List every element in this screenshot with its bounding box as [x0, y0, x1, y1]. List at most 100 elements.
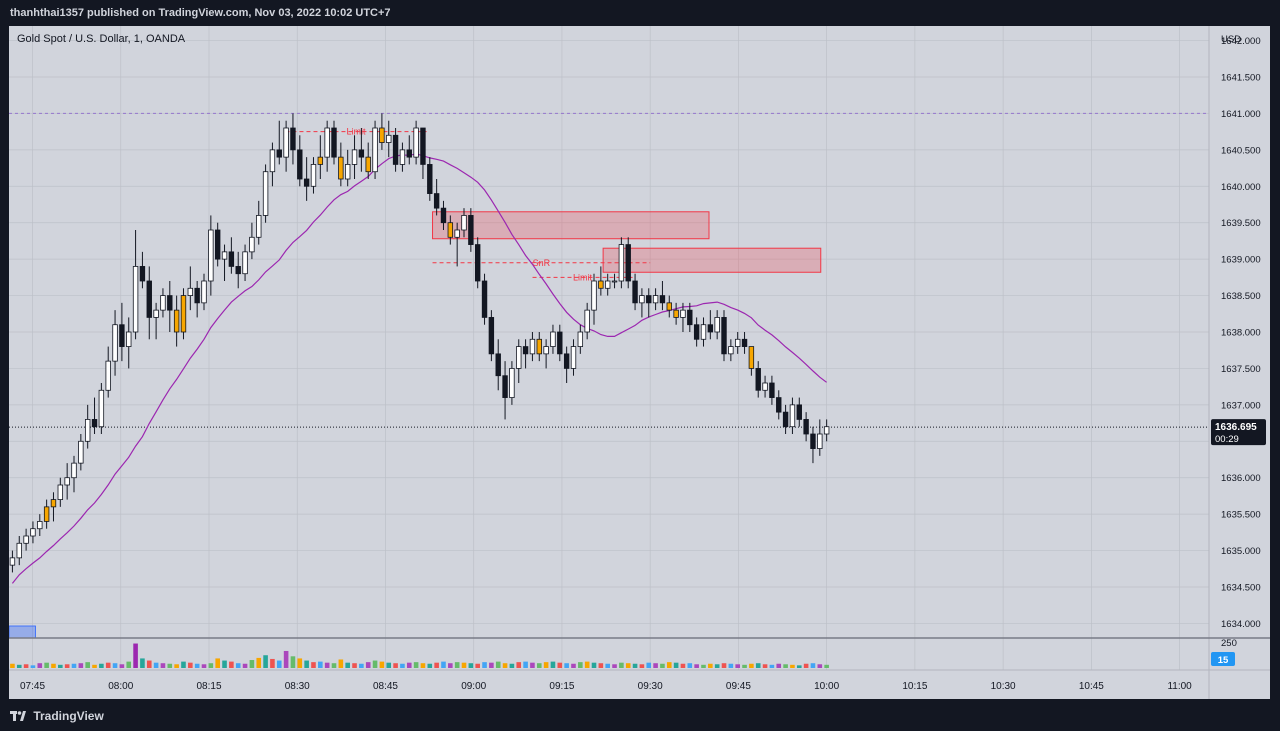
- chart-background: [9, 26, 1270, 699]
- volume-bar: [208, 663, 214, 668]
- volume-bar: [495, 661, 501, 668]
- candle-body: [646, 295, 652, 304]
- candle-body: [413, 127, 419, 158]
- supply-zone: [602, 247, 822, 273]
- candle-body: [611, 280, 618, 283]
- volume-bar: [359, 663, 364, 668]
- candle-body: [173, 309, 180, 333]
- publish-info: thanhthai1357 published on TradingView.c…: [10, 7, 391, 19]
- candle-body: [310, 164, 317, 187]
- volume-bar: [509, 663, 515, 668]
- candle-body: [276, 149, 282, 158]
- y-tick-label: 1639.000: [1221, 255, 1261, 266]
- volume-bar: [37, 663, 43, 668]
- candle-body: [317, 156, 324, 165]
- candle-body: [687, 309, 693, 326]
- candle-body: [194, 287, 200, 304]
- candle-body: [700, 324, 707, 340]
- volume-bar: [85, 662, 90, 668]
- sma-layer: [11, 153, 827, 584]
- volume-bar: [502, 663, 508, 668]
- volume-bar: [441, 661, 446, 668]
- volume-bar: [78, 663, 84, 668]
- volume-bar: [680, 663, 686, 668]
- candle-body: [365, 156, 371, 173]
- candle-body: [769, 382, 775, 398]
- volume-bar: [550, 661, 556, 668]
- candle-body: [283, 127, 289, 158]
- candle-body: [577, 331, 584, 347]
- candle-body: [64, 477, 70, 486]
- volume-axis-label: 250: [1221, 638, 1237, 649]
- symbol-title: Gold Spot / U.S. Dollar, 1, OANDA: [17, 33, 186, 45]
- volume-bar: [188, 662, 193, 668]
- candles: [9, 113, 830, 573]
- candle-body: [509, 368, 515, 398]
- volume-bar: [810, 663, 816, 668]
- candle-body: [406, 149, 412, 158]
- candle-body: [30, 528, 36, 537]
- candle-body: [625, 244, 631, 282]
- candle-body: [297, 149, 303, 180]
- candle-body: [399, 149, 406, 165]
- volume-bar: [796, 665, 802, 668]
- volume-bar: [584, 661, 590, 668]
- candle-body: [78, 440, 84, 464]
- volume-bar: [215, 658, 220, 668]
- volume-bar: [578, 662, 583, 668]
- brand-name: TradingView: [33, 709, 104, 723]
- volume-bar: [557, 662, 563, 668]
- volume-bar: [263, 655, 268, 668]
- candle-body: [139, 266, 146, 282]
- candle-body: [379, 127, 385, 143]
- volume-bar: [153, 662, 159, 668]
- candle-body: [796, 404, 802, 420]
- candle-body: [680, 309, 686, 318]
- x-tick-label: 08:45: [373, 681, 398, 692]
- volume-bar: [379, 661, 385, 668]
- tradingview-logo-icon: [10, 711, 26, 721]
- volume-bar: [297, 658, 303, 668]
- volume-bar: [23, 664, 29, 668]
- candle-body: [420, 127, 426, 165]
- candle-body: [707, 324, 714, 333]
- volume-bar: [735, 664, 740, 668]
- candle-body: [9, 557, 16, 566]
- y-tick-label: 1634.000: [1221, 619, 1261, 630]
- volume-bar: [71, 663, 77, 668]
- countdown-label: 00:29: [1215, 434, 1239, 445]
- candle-body: [338, 156, 344, 180]
- volume-bar: [406, 662, 412, 668]
- candle-body: [474, 244, 481, 282]
- y-tick-label: 1637.000: [1221, 400, 1261, 411]
- volume-bar: [783, 664, 788, 668]
- x-tick-label: 11:00: [1167, 681, 1192, 692]
- y-tick-label: 1636.000: [1221, 473, 1261, 484]
- volume-bar: [10, 663, 15, 668]
- volume-bar: [625, 663, 631, 668]
- volume-bar: [229, 661, 234, 668]
- candle-body: [427, 164, 433, 194]
- volume-bar: [304, 660, 309, 668]
- candle-body: [584, 309, 590, 333]
- candle-body: [392, 134, 399, 165]
- x-tick-label: 08:15: [196, 681, 221, 692]
- zones: [9, 211, 822, 639]
- candle-body: [522, 346, 529, 355]
- volume-bar: [489, 662, 494, 668]
- volume-bar: [64, 664, 70, 668]
- volume-bar: [105, 662, 111, 668]
- chart-area[interactable]: Limit SnR Limit USD 1642.000 1641.500 1641.00…: [9, 26, 1270, 699]
- volume-bar: [146, 660, 152, 668]
- candle-body: [146, 280, 152, 318]
- tradingview-logo[interactable]: TradingView: [10, 709, 104, 723]
- candle-body: [652, 295, 659, 304]
- candle-body: [563, 353, 570, 369]
- candle-body: [823, 426, 830, 435]
- sma-line: [11, 153, 827, 584]
- grid: [9, 26, 1209, 670]
- publish-header: thanhthai1357 published on TradingView.c…: [0, 0, 1280, 26]
- y-tick-label: 1635.500: [1221, 510, 1261, 521]
